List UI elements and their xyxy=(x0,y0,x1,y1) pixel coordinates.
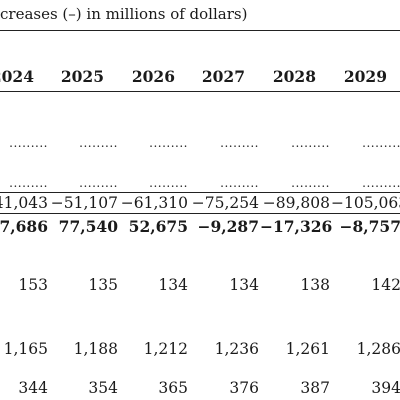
table-cell: −9,287 xyxy=(197,217,259,236)
table-cell: −8,757 xyxy=(339,217,400,236)
table-cell: −61,310 xyxy=(120,194,188,212)
dot-leader: ......... xyxy=(362,136,400,150)
table-cell: −89,808 xyxy=(262,194,330,212)
table-cell: 138 xyxy=(300,276,330,294)
column-header-2028: 2028 xyxy=(272,67,316,86)
table-cell: 134 xyxy=(158,276,188,294)
dot-leader: ......... xyxy=(220,176,259,190)
table-cell: 1,212 xyxy=(143,340,188,358)
table-cell: 376 xyxy=(229,379,259,397)
column-header-2026: 2026 xyxy=(131,67,175,86)
dot-leader: ......... xyxy=(79,176,118,190)
column-header-2024: 2024 xyxy=(0,67,34,86)
table-cell: 41,043 xyxy=(0,194,48,212)
table-cell: −17,326 xyxy=(260,217,333,236)
column-header-2027: 2027 xyxy=(201,67,245,86)
total-rule xyxy=(0,192,400,193)
net-rule xyxy=(0,213,400,214)
dot-leader: ......... xyxy=(149,176,188,190)
table-cell: 77,540 xyxy=(58,217,118,236)
table-cell: 52,675 xyxy=(128,217,188,236)
table-cell: −75,254 xyxy=(191,194,259,212)
table-cell: 153 xyxy=(18,276,48,294)
table-cell: 142 xyxy=(371,276,400,294)
column-header-2029: 2029 xyxy=(343,67,387,86)
dot-leader: ......... xyxy=(9,176,48,190)
dot-leader: ......... xyxy=(291,136,330,150)
dot-leader: ......... xyxy=(149,136,188,150)
dot-leader: ......... xyxy=(79,136,118,150)
table-cell: 354 xyxy=(88,379,118,397)
table-cell: −51,107 xyxy=(50,194,118,212)
table-cell: 87,686 xyxy=(0,217,48,236)
table-cell: 1,165 xyxy=(3,340,48,358)
table-caption: creases (–) in millions of dollars) xyxy=(0,5,248,23)
table-cell: 344 xyxy=(18,379,48,397)
column-header-2025: 2025 xyxy=(60,67,104,86)
table-cell: 1,261 xyxy=(285,340,330,358)
table-cell: 134 xyxy=(229,276,259,294)
table-cell: 365 xyxy=(158,379,188,397)
dot-leader: ......... xyxy=(220,136,259,150)
header-bottom-rule xyxy=(0,91,400,92)
table-cell: 135 xyxy=(88,276,118,294)
table-cell: 394 xyxy=(371,379,400,397)
table-cell: 1,188 xyxy=(73,340,118,358)
dot-leader: ......... xyxy=(362,176,400,190)
table-cell: 1,236 xyxy=(214,340,259,358)
table-cell: 1,286 xyxy=(356,340,400,358)
table-cell: −105,063 xyxy=(331,194,400,212)
dot-leader: ......... xyxy=(9,136,48,150)
table-cell: 387 xyxy=(300,379,330,397)
header-top-rule xyxy=(0,30,400,31)
dot-leader: ......... xyxy=(291,176,330,190)
